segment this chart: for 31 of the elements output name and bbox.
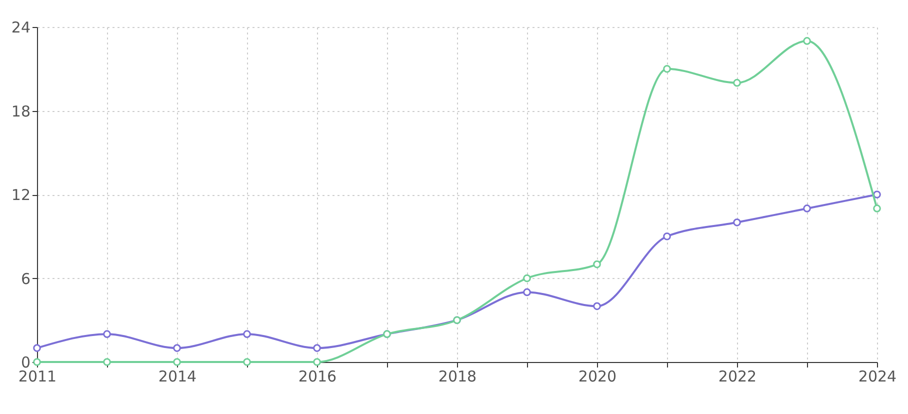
x-tick-label: 2018 <box>438 368 477 386</box>
point <box>33 344 41 352</box>
y-tick-label: 18 <box>11 102 30 120</box>
point <box>523 288 531 296</box>
x-tick-label: 2020 <box>578 368 617 386</box>
point <box>313 344 321 352</box>
point <box>103 358 111 366</box>
point <box>803 37 811 45</box>
x-tick-label: 2014 <box>158 368 197 386</box>
point <box>243 358 251 366</box>
point <box>873 190 881 198</box>
point <box>593 302 601 310</box>
point <box>733 78 741 87</box>
point <box>803 204 811 212</box>
y-tick-label: 12 <box>11 186 30 204</box>
point <box>663 64 671 73</box>
point <box>663 232 671 240</box>
x-tick-label: 2024 <box>858 368 897 386</box>
point <box>313 358 321 366</box>
point <box>173 358 181 366</box>
point <box>733 218 741 226</box>
x-tick-label: 2022 <box>718 368 757 386</box>
point <box>593 260 601 268</box>
point <box>103 330 111 338</box>
point <box>173 344 181 352</box>
point <box>243 330 251 338</box>
y-tick-label: 24 <box>11 18 30 36</box>
y-tick-label: 6 <box>20 270 30 288</box>
point <box>873 204 881 212</box>
point <box>523 274 531 282</box>
x-tick-label: 2016 <box>298 368 337 386</box>
